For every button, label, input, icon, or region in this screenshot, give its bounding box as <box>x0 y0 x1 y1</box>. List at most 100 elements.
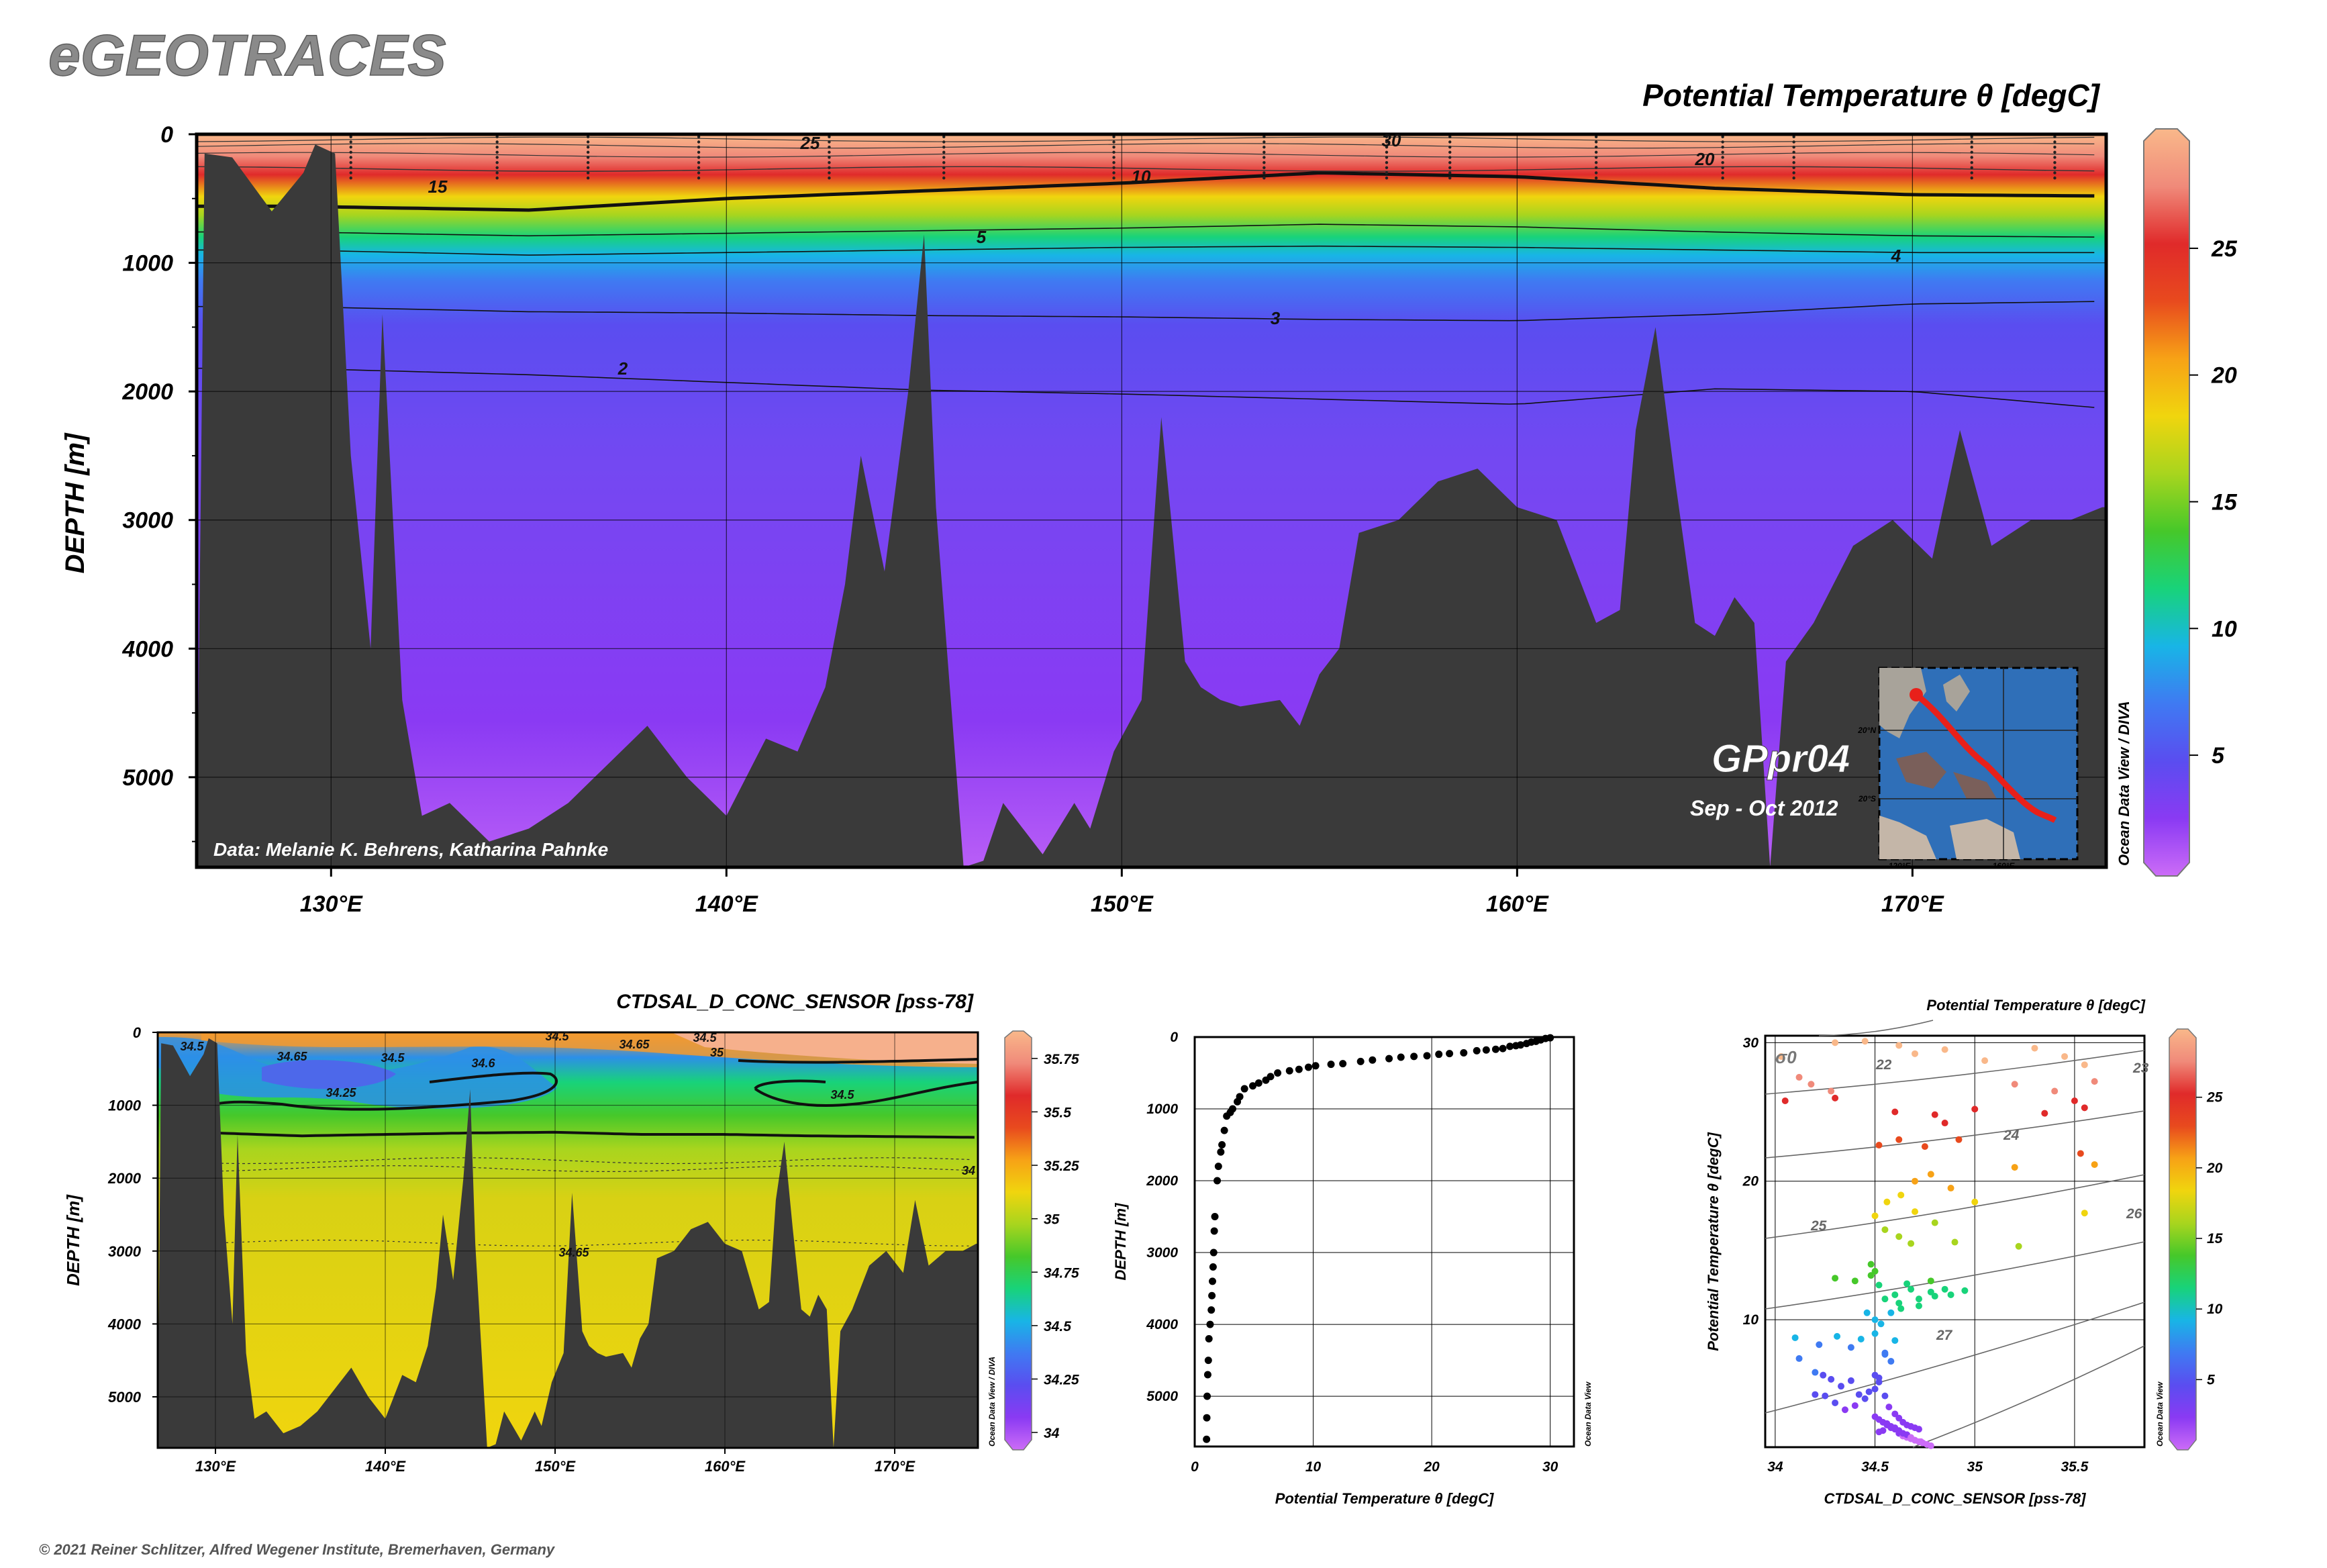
station-sample <box>942 171 946 175</box>
ts-point <box>1816 1341 1823 1349</box>
station-sample <box>942 176 946 180</box>
station-sample <box>1792 140 1795 144</box>
colorbar-tick-label: 35 <box>1044 1212 1060 1228</box>
profile-point <box>1240 1085 1248 1093</box>
salinity-title: CTDSAL_D_CONC_SENSOR [pss-78] <box>616 991 974 1013</box>
station-sample <box>1112 150 1116 154</box>
station-sample <box>586 160 590 164</box>
ts-point <box>1832 1275 1839 1282</box>
station-sample <box>1385 156 1389 159</box>
station-sample <box>1385 171 1389 175</box>
inset-australia-land <box>1879 816 2020 859</box>
station-sample <box>697 140 701 144</box>
copyright: © 2021 Reiner Schlitzer, Alfred Wegener … <box>39 1541 556 1558</box>
station-sample <box>942 160 946 164</box>
low-salinity-core <box>262 1060 396 1089</box>
ts-point <box>1832 1399 1839 1406</box>
ts-point <box>1941 1046 1948 1053</box>
profile-point <box>1217 1148 1225 1156</box>
station-sample <box>942 156 946 159</box>
isopycnal-line <box>1765 1050 2145 1095</box>
station-sample <box>942 140 946 144</box>
station-sample <box>1448 150 1452 154</box>
y-tick-label: 1000 <box>122 251 173 277</box>
isotherm-shallow <box>197 152 2095 158</box>
station-sample <box>586 145 590 149</box>
ts-diagram-plot: 22 23 24 25 26 27 <box>1764 1020 2149 1449</box>
profile-point <box>1522 1040 1530 1048</box>
profile-point <box>1499 1044 1507 1052</box>
station-sample <box>1970 145 1973 149</box>
station-sample <box>2053 150 2057 154</box>
station-sample <box>1448 135 1452 139</box>
station-sample <box>349 145 352 149</box>
contour-label: 34.65 <box>277 1050 307 1063</box>
station-sample <box>1594 166 1598 170</box>
x-tick-label: 30 <box>1542 1459 1558 1475</box>
station-sample <box>697 156 701 159</box>
station-sample <box>697 171 701 175</box>
y-tick-label: 0 <box>160 122 173 148</box>
ts-point <box>2041 1110 2048 1117</box>
ts-point <box>1915 1426 1922 1433</box>
station-sample <box>586 176 590 180</box>
temperature-profile-plot <box>1193 1034 1575 1448</box>
x-tick-label: 35.5 <box>2061 1459 2088 1475</box>
isotherm-shallow <box>197 143 2095 149</box>
colorbar-tick-label: 15 <box>2207 1231 2223 1246</box>
y-tick-label: 3000 <box>108 1243 142 1260</box>
inset-asia-land <box>1879 668 1926 738</box>
station-sample <box>697 145 701 149</box>
main-title: Potential Temperature θ [degC] <box>1642 78 2100 113</box>
station-sample <box>1970 150 1973 154</box>
station-sample <box>1970 171 1973 175</box>
station-sample <box>1792 166 1795 170</box>
contour-label: 34 <box>962 1164 975 1177</box>
isohaline-dotted <box>215 1157 970 1165</box>
profile-point <box>1206 1320 1214 1328</box>
station-sample <box>1262 150 1266 154</box>
ts-points <box>1777 1038 2098 1449</box>
station-sample <box>1792 160 1795 164</box>
station-sample <box>1112 176 1116 180</box>
ts-point <box>2077 1150 2084 1157</box>
profile-point <box>1385 1055 1393 1063</box>
ts-title: Potential Temperature θ [degC] <box>1926 997 2145 1014</box>
ts-point <box>1795 1355 1803 1362</box>
station-sample <box>828 160 831 164</box>
contour-label: 30 <box>1382 130 1401 150</box>
profile-point <box>1473 1046 1481 1055</box>
inset-japan-land <box>1943 675 1970 712</box>
station-sample <box>1792 171 1795 175</box>
salinity-colorbar: 34 34.25 34.5 34.75 35 35.25 35.5 35.75 <box>1004 1030 1079 1451</box>
station-sample <box>1721 145 1724 149</box>
ts-point <box>1947 1185 1954 1192</box>
station-sample <box>828 156 831 159</box>
ts-point <box>1838 1383 1844 1390</box>
station-sample <box>1448 140 1452 144</box>
station-sample <box>1594 135 1598 139</box>
y-tick-label: 1000 <box>108 1097 142 1114</box>
y-tick-label: 3000 <box>1146 1245 1178 1261</box>
station-sample <box>495 160 499 164</box>
brand-logo: eGEOTRACES <box>48 23 446 88</box>
ts-point <box>1871 1212 1879 1220</box>
isohaline-34-5-upper <box>201 1071 558 1111</box>
inset-lat-tick: 20°S <box>1858 794 1876 803</box>
isotherm-t4 <box>197 245 2095 256</box>
ts-point <box>1881 1351 1889 1358</box>
ts-point <box>1795 1073 1803 1081</box>
station-sample <box>1385 160 1389 164</box>
station-sample <box>2053 140 2057 144</box>
grid-lines <box>1765 1036 2144 1447</box>
main-plot-frame <box>195 132 2108 869</box>
ts-point <box>1915 1295 1922 1303</box>
isopycnal-line <box>1765 1302 2145 1414</box>
contour-label: 34.25 <box>326 1086 356 1099</box>
station-sample <box>1112 166 1116 170</box>
station-sample <box>1385 140 1389 144</box>
ts-point <box>2011 1164 2018 1171</box>
ts-point <box>1828 1087 1835 1095</box>
odv-watermark: Ocean Data View <box>1583 1381 1593 1447</box>
